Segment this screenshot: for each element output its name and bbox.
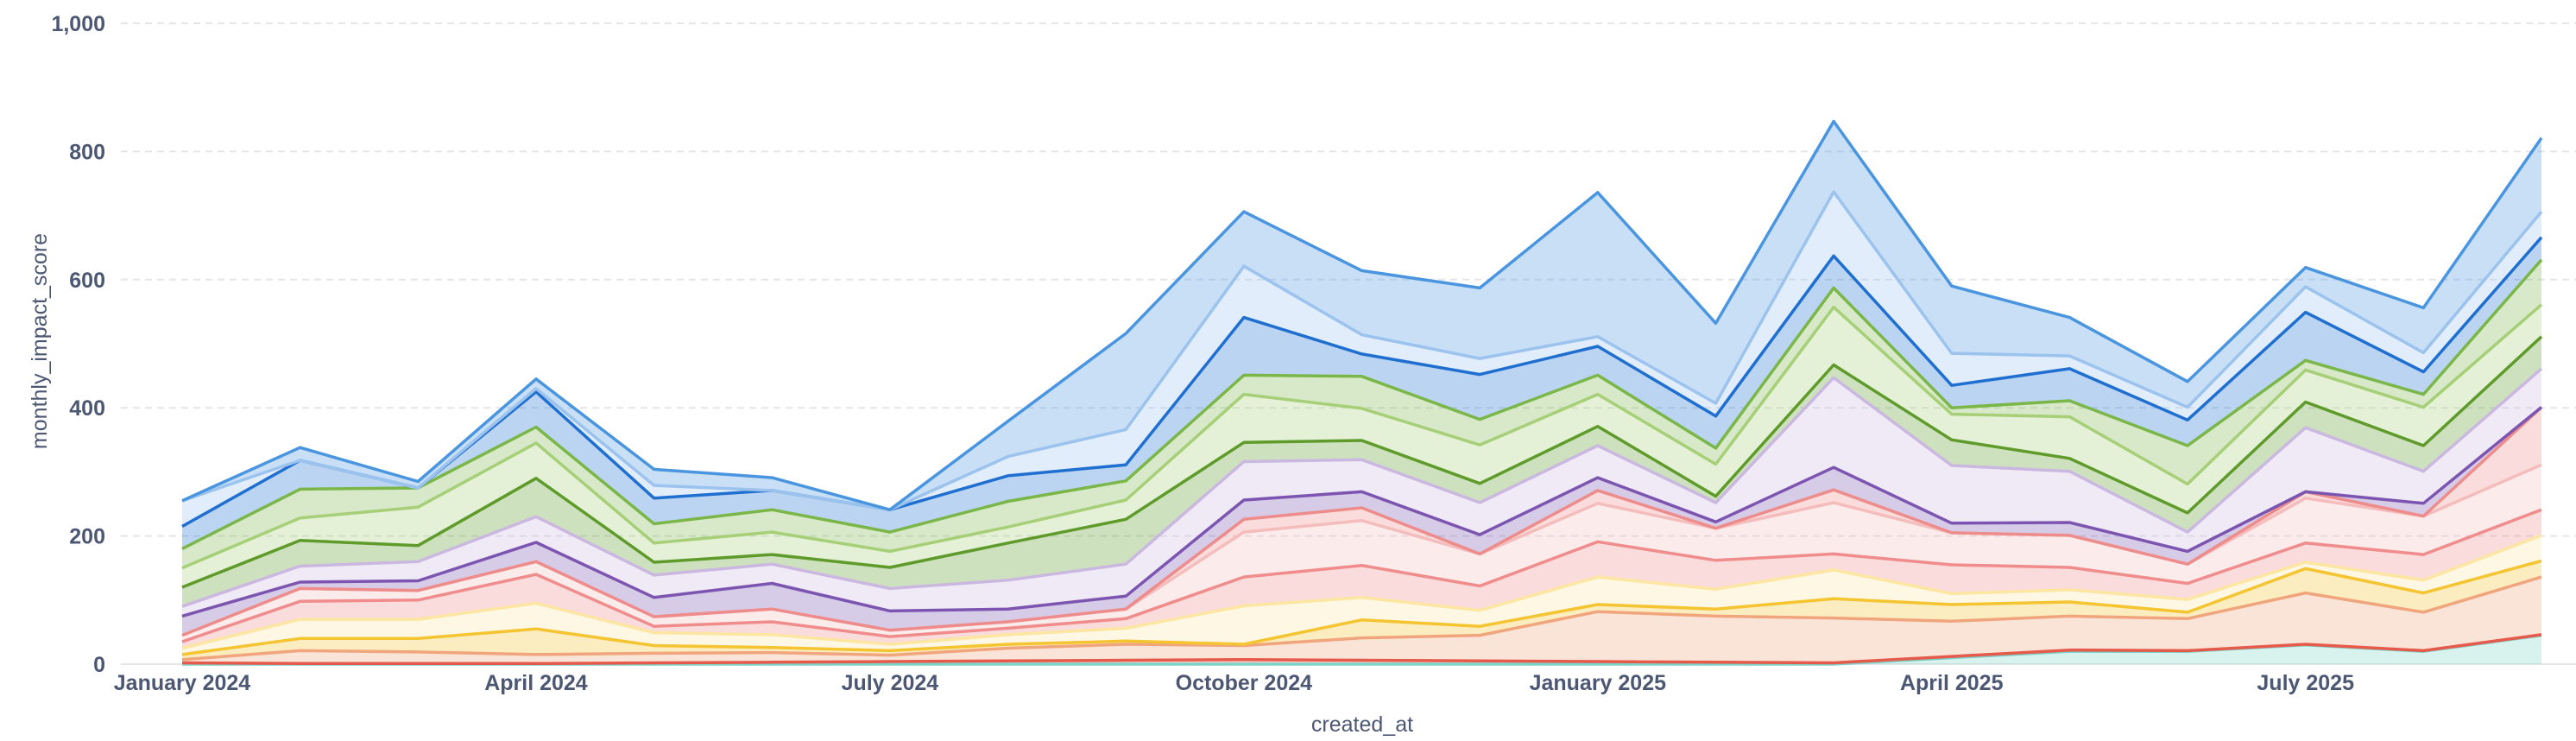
series-line-10[interactable] xyxy=(181,335,2543,589)
series-line-11[interactable] xyxy=(181,303,2543,570)
x-tick-label: October 2024 xyxy=(1176,671,1313,695)
series-line-5[interactable] xyxy=(181,508,2542,643)
y-tick-label: 400 xyxy=(69,396,105,421)
series-line-4[interactable] xyxy=(181,534,2542,650)
series-area-2 xyxy=(182,577,2541,664)
y-tick-label: 200 xyxy=(69,525,105,549)
series-area-11 xyxy=(182,304,2541,587)
series-line-2[interactable] xyxy=(181,575,2542,662)
series-area-4 xyxy=(182,535,2541,655)
area-series-group xyxy=(182,121,2541,664)
series-line-8[interactable] xyxy=(181,406,2543,618)
x-tick-label: July 2024 xyxy=(842,671,939,695)
y-tick-label: 600 xyxy=(69,269,105,293)
series-area-14 xyxy=(182,192,2541,527)
y-tick-label: 800 xyxy=(69,140,105,164)
series-area-9 xyxy=(182,368,2541,617)
y-axis-ticks: 0 200 400 600 800 1,000 xyxy=(51,12,105,677)
series-line-9[interactable] xyxy=(181,367,2543,608)
series-line-12[interactable] xyxy=(181,258,2543,550)
series-area-0 xyxy=(182,635,2541,664)
x-axis-title: created_at xyxy=(1311,712,1413,737)
y-axis-title: monthly_impact_score xyxy=(28,233,52,449)
series-line-13[interactable] xyxy=(181,236,2543,529)
x-axis-ticks: January 2024 April 2024 July 2024 October 2… xyxy=(114,671,2354,695)
x-tick-label: July 2025 xyxy=(2257,671,2354,695)
x-tick-label: January 2024 xyxy=(114,671,251,695)
series-line-7[interactable] xyxy=(181,406,2543,637)
y-tick-label: 0 xyxy=(93,653,105,677)
series-line-15[interactable] xyxy=(181,119,2543,511)
series-area-12 xyxy=(182,259,2541,568)
series-area-3 xyxy=(182,560,2541,660)
series-line-3[interactable] xyxy=(181,559,2542,656)
y-tick-label: 1,000 xyxy=(51,12,105,36)
x-tick-label: April 2025 xyxy=(1900,671,2004,695)
series-area-13 xyxy=(182,237,2541,549)
series-line-1[interactable] xyxy=(181,633,2542,666)
series-area-6 xyxy=(182,465,2541,642)
series-line-14[interactable] xyxy=(181,190,2543,511)
series-area-15 xyxy=(182,121,2541,510)
x-tick-label: April 2024 xyxy=(484,671,588,695)
x-tick-label: January 2025 xyxy=(1530,671,1667,695)
series-lines-group xyxy=(181,119,2543,666)
series-area-5 xyxy=(182,510,2541,649)
